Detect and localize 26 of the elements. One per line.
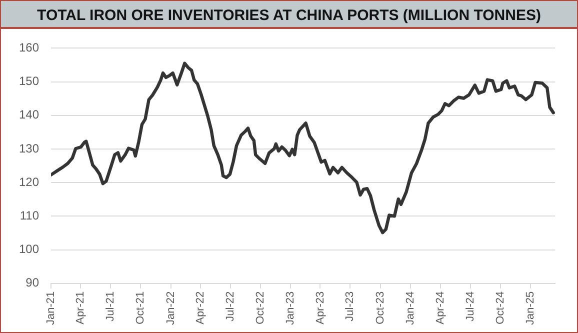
y-tick-label: 130 (18, 141, 40, 156)
y-tick-label: 150 (18, 74, 40, 88)
y-tick-label: 140 (18, 108, 40, 122)
x-tick-label: Jul-24 (464, 291, 476, 322)
x-tick-label: Oct-23 (374, 291, 386, 324)
x-tick-label: Jan-21 (45, 291, 58, 326)
x-tick-label: Oct-22 (254, 291, 267, 324)
x-tick-label: Oct-24 (494, 291, 507, 324)
x-tick-label: Jul-22 (224, 291, 236, 322)
x-tick-label: Jan-25 (524, 291, 537, 326)
chart-title: TOTAL IRON ORE INVENTORIES AT CHINA PORTS (MILLION TONNES) (1, 1, 577, 29)
y-tick-label: 160 (18, 40, 40, 55)
x-tick-label: Jan-24 (404, 291, 417, 326)
y-tick-label: 110 (20, 208, 40, 222)
x-tick-label: Oct-21 (134, 291, 147, 324)
y-tick-label: 90 (26, 276, 40, 290)
x-tick-label: Jul-21 (104, 291, 116, 322)
x-tick-label: Jul-23 (344, 291, 356, 322)
x-tick-label: Apr-21 (74, 291, 87, 324)
x-tick-label: Apr-22 (194, 291, 206, 324)
x-tick-label: Apr-24 (434, 291, 446, 324)
x-tick-label: Jan-22 (164, 291, 177, 326)
x-tick-label: Apr-23 (314, 291, 326, 324)
x-tick-label: Jan-23 (284, 291, 297, 326)
y-tick-label: 100 (18, 242, 40, 256)
y-tick-label: 120 (18, 174, 40, 189)
